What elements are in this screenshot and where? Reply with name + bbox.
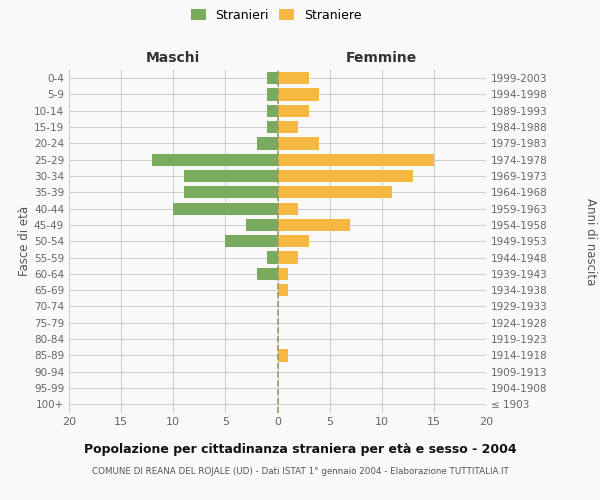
Bar bbox=[173, 202, 277, 214]
Text: Anni di nascita: Anni di nascita bbox=[584, 198, 597, 285]
Bar bbox=[277, 88, 319, 101]
Bar bbox=[277, 72, 309, 85]
Bar bbox=[277, 219, 350, 231]
Text: COMUNE DI REANA DEL ROJALE (UD) - Dati ISTAT 1° gennaio 2004 - Elaborazione TUTT: COMUNE DI REANA DEL ROJALE (UD) - Dati I… bbox=[92, 468, 508, 476]
Bar bbox=[267, 252, 277, 264]
Text: Popolazione per cittadinanza straniera per età e sesso - 2004: Popolazione per cittadinanza straniera p… bbox=[83, 442, 517, 456]
Bar bbox=[184, 186, 277, 198]
Bar bbox=[267, 104, 277, 117]
Bar bbox=[277, 170, 413, 182]
Bar bbox=[277, 104, 309, 117]
Bar bbox=[152, 154, 277, 166]
Bar bbox=[226, 235, 277, 248]
Bar bbox=[277, 350, 288, 362]
Bar bbox=[277, 121, 298, 133]
Bar bbox=[277, 268, 288, 280]
Bar bbox=[267, 121, 277, 133]
Bar bbox=[267, 72, 277, 85]
Bar bbox=[246, 219, 277, 231]
Bar bbox=[257, 268, 277, 280]
Bar bbox=[277, 186, 392, 198]
Bar bbox=[277, 138, 319, 149]
Text: Femmine: Femmine bbox=[346, 51, 418, 65]
Y-axis label: Fasce di età: Fasce di età bbox=[18, 206, 31, 276]
Text: Maschi: Maschi bbox=[146, 51, 200, 65]
Bar bbox=[277, 235, 309, 248]
Bar bbox=[277, 202, 298, 214]
Bar bbox=[277, 252, 298, 264]
Bar bbox=[277, 284, 288, 296]
Bar bbox=[257, 138, 277, 149]
Legend: Stranieri, Straniere: Stranieri, Straniere bbox=[191, 8, 361, 22]
Bar bbox=[267, 88, 277, 101]
Bar bbox=[277, 154, 434, 166]
Bar bbox=[184, 170, 277, 182]
